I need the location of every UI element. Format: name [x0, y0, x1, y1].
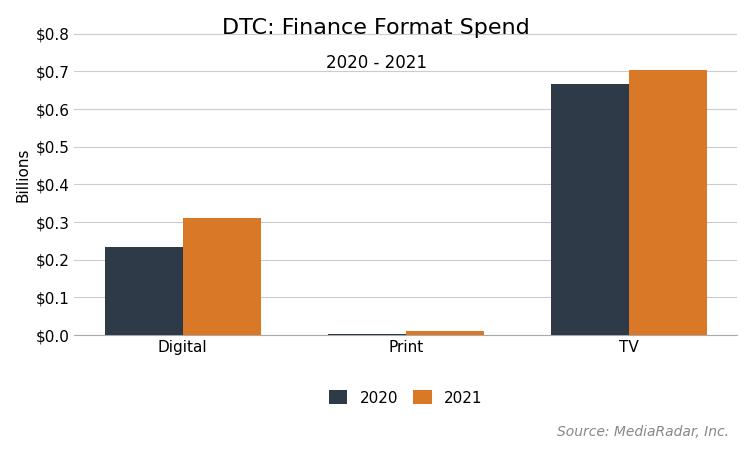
Bar [105, 247, 183, 335]
Bar [328, 333, 406, 335]
Text: Source: MediaRadar, Inc.: Source: MediaRadar, Inc. [557, 425, 729, 439]
Text: DTC: Finance Format Spend: DTC: Finance Format Spend [222, 18, 530, 38]
Y-axis label: Billions: Billions [15, 148, 30, 202]
Bar [629, 70, 707, 335]
Bar [183, 218, 261, 335]
Bar [406, 331, 484, 335]
Bar [550, 84, 629, 335]
Legend: 2020, 2021: 2020, 2021 [323, 384, 489, 412]
Text: 2020 - 2021: 2020 - 2021 [326, 54, 426, 72]
